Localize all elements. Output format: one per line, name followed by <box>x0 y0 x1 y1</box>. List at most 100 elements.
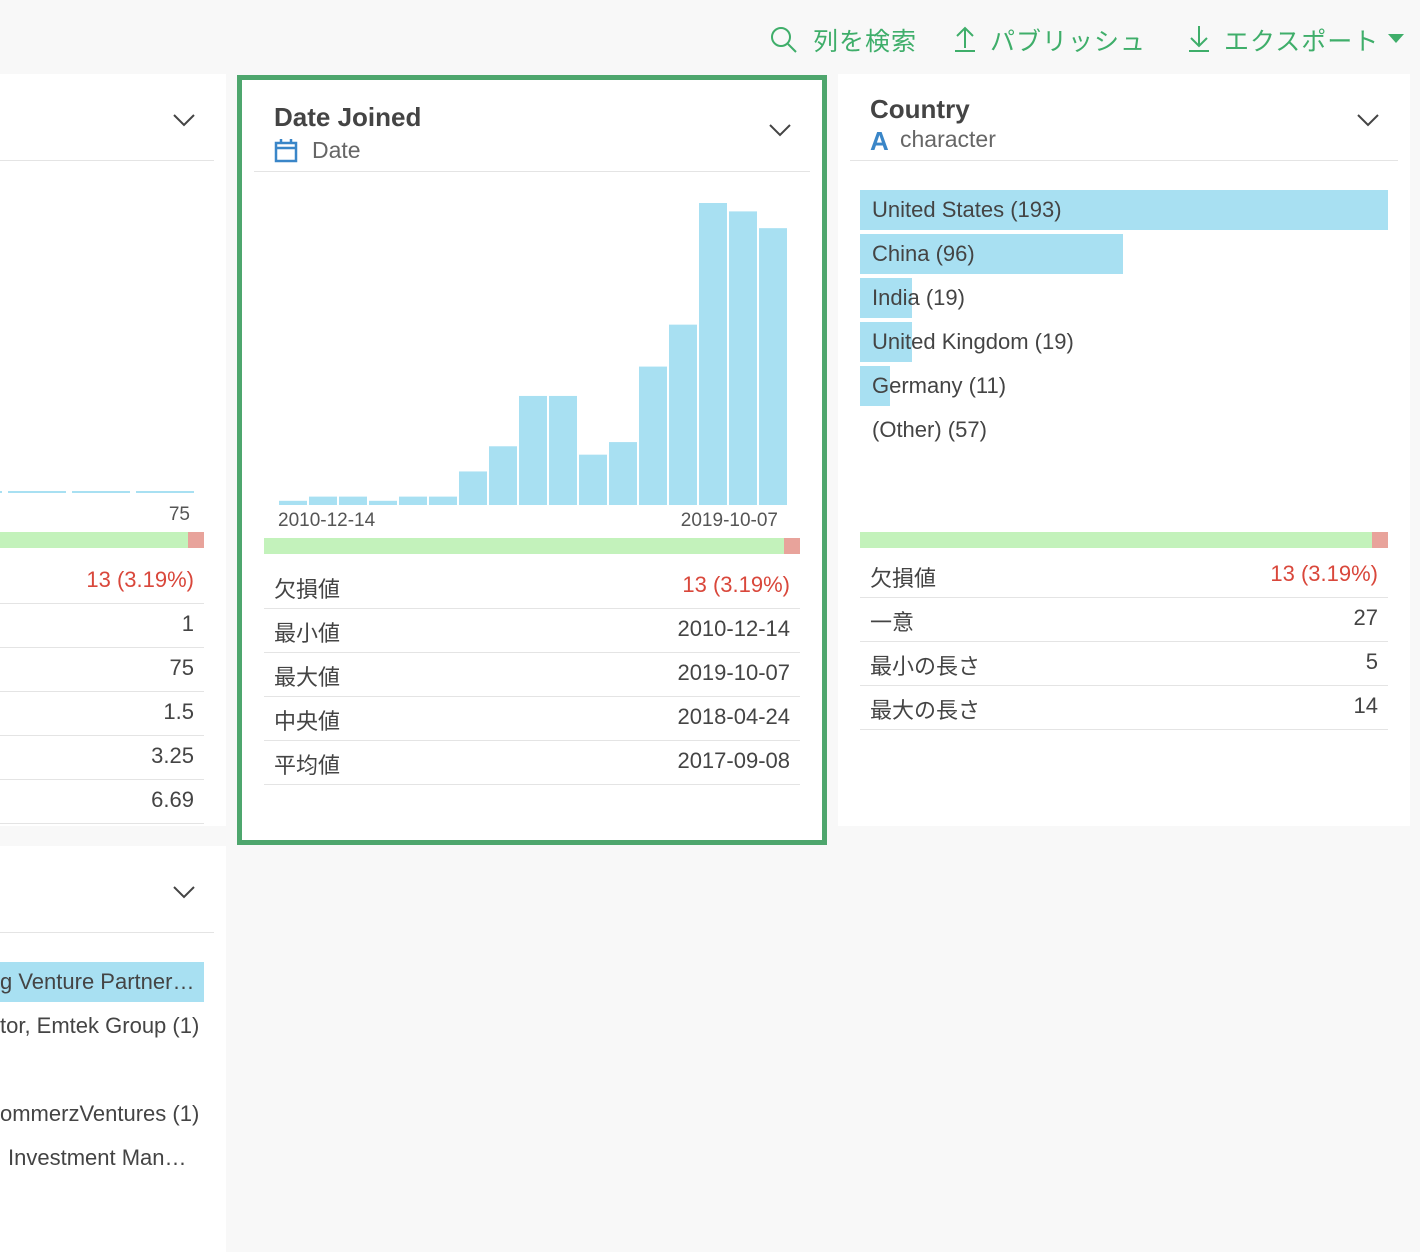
stat-row: 75 <box>0 647 204 692</box>
divider <box>0 160 214 161</box>
category-label: India (19) <box>872 285 965 310</box>
stat-row: 最小の長さ 5 <box>860 641 1388 686</box>
export-caret[interactable] <box>1386 32 1406 46</box>
stat-label: 平均値 <box>274 753 341 778</box>
list-item: ommerzVentures (1) <box>0 1101 200 1126</box>
stat-label: 最大の長さ <box>870 698 981 723</box>
divider <box>0 932 214 933</box>
category-bar <box>860 366 891 406</box>
chevron[interactable] <box>768 122 792 138</box>
left-panel: 75 13 (3.19%) 1 75 1.5 3.25 6.69 <box>0 74 226 826</box>
stat-label: 欠損値 <box>870 566 937 591</box>
histogram-bar <box>369 500 397 505</box>
category-label: United States (193) <box>872 197 1062 222</box>
stat-row: 最大値 2019-10-07 <box>264 652 800 697</box>
stat-value: 27 <box>1353 605 1378 630</box>
stat-label: 最大値 <box>274 665 341 690</box>
chevron[interactable] <box>172 112 196 128</box>
stat-row: 6.69 <box>0 779 204 824</box>
date-icon <box>274 139 298 163</box>
column-type: character <box>900 126 996 152</box>
histogram-bar <box>579 454 607 505</box>
column-title: Country <box>870 94 970 124</box>
stat-label: 中央値 <box>274 709 341 734</box>
histogram-bar <box>609 442 637 505</box>
histogram-bar <box>639 366 667 505</box>
list-item: g Venture Partner… <box>0 969 195 994</box>
histogram-bar <box>279 500 307 505</box>
stat-row: 欠損値 13 (3.19%) <box>264 564 800 609</box>
bar <box>0 491 2 493</box>
divider <box>850 160 1398 161</box>
stat-value: 2017-09-08 <box>677 748 790 773</box>
valid-bar <box>0 532 188 548</box>
category-label: (Other) (57) <box>872 417 987 442</box>
histogram-bar <box>729 211 757 505</box>
histogram-bar <box>519 395 547 505</box>
stat-value: 2018-04-24 <box>677 704 790 729</box>
stat-value: 14 <box>1353 693 1378 718</box>
category-label: China (96) <box>872 241 975 266</box>
stat-row: 最小値 2010-12-14 <box>264 608 800 653</box>
x-start-label: 2010-12-14 <box>278 510 376 531</box>
character-icon: A <box>870 126 889 156</box>
list-item: Investment Man… <box>8 1145 187 1170</box>
histogram-bar <box>669 324 697 505</box>
stat-value: 75 <box>169 655 194 680</box>
column-title: Date Joined <box>274 102 422 132</box>
bottom-left-panel: g Venture Partner… tor, Emtek Group (1) om… <box>0 846 226 1252</box>
x-end-label: 2019-10-07 <box>680 510 778 531</box>
category-bar <box>860 322 912 362</box>
stat-row: 一意 27 <box>860 597 1388 642</box>
stat-value: 1 <box>181 611 194 636</box>
category-label: Germany (11) <box>872 373 1007 398</box>
stat-row: 欠損値 13 (3.19%) <box>860 553 1388 598</box>
stat-value: 2010-12-14 <box>677 616 790 641</box>
stat-value: 13 (3.19%) <box>1270 561 1378 586</box>
stat-row: 中央値 2018-04-24 <box>264 696 800 741</box>
missing-bar <box>188 532 204 548</box>
histogram-bar <box>699 203 727 505</box>
stat-value: 3.25 <box>151 743 194 768</box>
stat-row: 1.5 <box>0 691 204 736</box>
stat-row: 平均値 2017-09-08 <box>264 740 800 785</box>
publish-button[interactable]: パブリッシュ <box>990 28 1147 56</box>
histogram <box>279 203 787 505</box>
export-icon[interactable] <box>1186 24 1212 54</box>
mini-bars <box>0 491 194 493</box>
stat-value: 1.5 <box>163 699 194 724</box>
histogram-bar <box>399 496 427 505</box>
bar <box>8 491 66 493</box>
valid-bar <box>860 532 1372 548</box>
histogram-bar <box>549 395 577 505</box>
histogram-bar <box>339 496 367 505</box>
export-button[interactable]: エクスポート <box>1224 28 1380 56</box>
chevron[interactable] <box>1356 112 1380 128</box>
chevron[interactable] <box>172 884 196 900</box>
stat-row: 1 <box>0 603 204 648</box>
publish-icon[interactable] <box>952 24 978 54</box>
stat-value: 13 (3.19%) <box>682 572 790 597</box>
stat-value: 2019-10-07 <box>677 660 790 685</box>
search-button[interactable]: 列を検索 <box>813 28 918 56</box>
histogram-bar <box>309 496 337 505</box>
bar <box>136 491 194 493</box>
missing-bar <box>784 538 800 554</box>
histogram-bar <box>429 496 457 505</box>
category-bar <box>860 278 912 318</box>
stat-label: 最小の長さ <box>870 654 981 679</box>
stat-label: 一意 <box>870 610 915 635</box>
date-panel[interactable]: Date Joined Date 2010-12-14 2019-10-07 欠… <box>237 75 827 845</box>
category-bar <box>860 234 1123 274</box>
missing-bar <box>1372 532 1388 548</box>
stat-row: 13 (3.19%) <box>0 559 204 604</box>
stat-label: 欠損値 <box>274 577 341 602</box>
column-type: Date <box>312 137 361 163</box>
stat-row: 最大の長さ 14 <box>860 685 1388 730</box>
histogram-bar <box>489 446 517 505</box>
stat-value: 5 <box>1365 649 1378 674</box>
stat-value: 13 (3.19%) <box>86 567 194 592</box>
search-icon[interactable] <box>768 24 798 54</box>
